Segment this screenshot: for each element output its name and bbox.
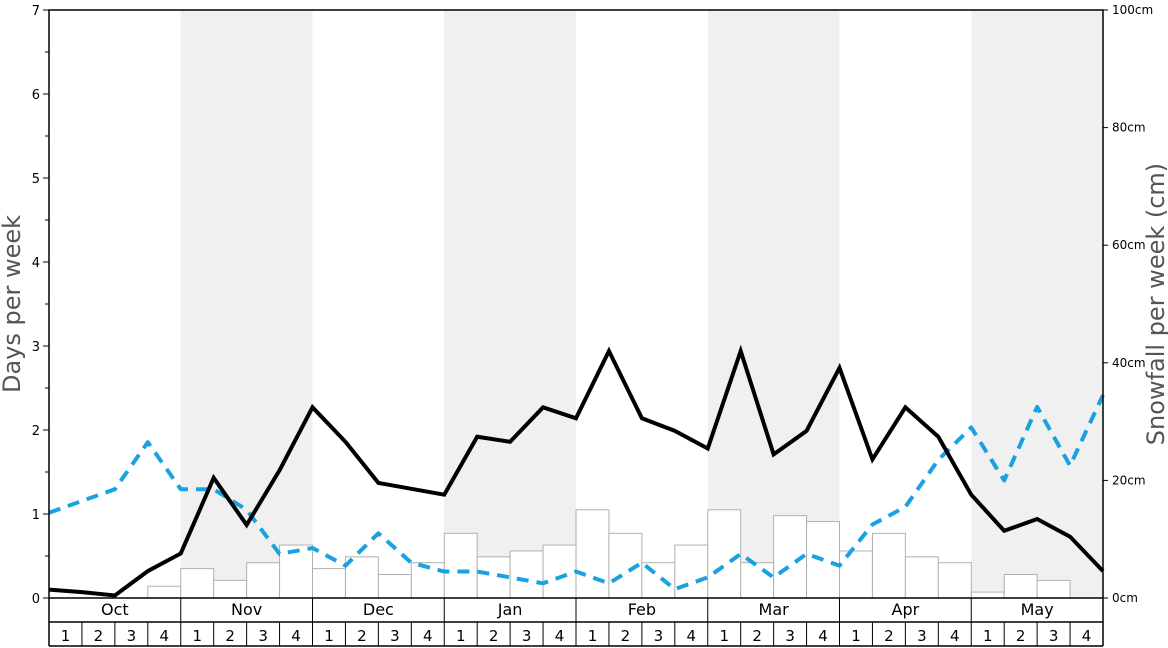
snowfall-bar-4 [147,585,182,599]
month-shade-may [971,10,1103,598]
snowfall-bar-25 [839,550,873,599]
left-tick-label: 7 [32,4,40,19]
days-per-week-line [48,344,1105,598]
month-label-jan: Jan [497,600,523,619]
snowfall-bar-22 [740,562,775,599]
week-label: 4 [160,627,170,645]
snowfall-bar-20 [674,544,709,599]
right-tick-label: 60cm [1112,238,1146,252]
snowfall-bar-7 [246,562,281,599]
snowfall-bar-11 [377,573,412,599]
week-label: 1 [983,627,993,645]
month-label-may: May [1021,600,1054,619]
left-tick-label: 3 [32,340,40,355]
snowfall-bar-16 [542,544,577,599]
week-label: 1 [61,627,71,645]
week-label: 3 [785,627,795,645]
snowfall-bar-27 [904,556,939,599]
month-label-mar: Mar [759,600,790,619]
snowfall-bar-21 [707,509,742,599]
month-label-nov: Nov [231,600,262,619]
week-label: 3 [522,627,532,645]
series-lines [48,344,1105,598]
week-label: 3 [1049,627,1059,645]
right-tick-label: 0cm [1112,591,1138,605]
snowfall-bar-17 [575,509,610,599]
left-axis-title: Days per week [0,215,26,393]
week-label: 1 [456,627,466,645]
week-label: 4 [950,627,960,645]
week-label: 4 [1082,627,1092,645]
week-label: 4 [555,627,565,645]
snowfall-bar-9 [312,568,346,599]
week-label: 4 [291,627,301,645]
right-axis-title: Snowfall per week (cm) [1142,163,1168,445]
week-label: 2 [1016,627,1026,645]
left-tick-label: 6 [32,88,40,103]
right-tick-label: 100cm [1112,3,1153,17]
week-label: 2 [884,627,894,645]
week-label: 2 [752,627,762,645]
snowfall-bar-10 [344,556,379,599]
snowfall-bars [147,509,1071,599]
right-axis: 0cm 20cm 40cm 60cm 80cm 100cm [1103,3,1153,605]
right-tick-label: 40cm [1112,356,1146,370]
week-label: 4 [818,627,828,645]
right-tick-label: 80cm [1112,121,1146,135]
month-shade-jan [444,10,576,598]
week-label: 3 [917,627,927,645]
week-label: 2 [357,627,367,645]
left-tick-label: 1 [32,508,40,523]
month-shade-mar [707,10,840,598]
week-label: 3 [654,627,664,645]
week-label: 1 [192,627,202,645]
left-tick-label: 0 [32,592,40,607]
snowfall-bar-30 [1003,573,1038,599]
snowfall-bar-5 [180,568,215,599]
week-label: 3 [258,627,268,645]
right-tick-label: 20cm [1112,473,1146,487]
month-label-oct: Oct [101,600,129,619]
snowfall-bar-6 [213,579,248,599]
week-label: 4 [423,627,433,645]
week-label: 4 [687,627,697,645]
week-label: 3 [390,627,400,645]
snowfall-bar-26 [871,532,906,599]
week-label: 1 [588,627,598,645]
snowfall-bar-31 [1036,579,1071,599]
x-axis-table: Oct 1 2 3 4 Nov 1 2 3 4 Dec 1 2 3 4 Jan 1 2 3 4 Feb 1 2 3 4 Mar 1 2… [48,598,1104,647]
week-label: 2 [225,627,235,645]
week-label: 1 [324,627,334,645]
snowfall-bar-8 [279,544,313,599]
month-shading [180,10,1103,598]
left-tick-label: 4 [32,256,40,271]
week-label: 1 [719,627,729,645]
left-tick-label: 2 [32,424,40,439]
snowfall-bar-13 [443,532,478,599]
week-label: 2 [489,627,499,645]
snowfall-bar-28 [937,562,972,599]
month-label-feb: Feb [628,600,656,619]
snowfall-bar-15 [509,550,544,599]
left-axis: 0 1 2 3 4 5 6 7 [32,4,49,607]
week-label: 3 [127,627,137,645]
snowfall-bar-29 [970,591,1005,599]
month-label-dec: Dec [363,600,394,619]
left-tick-label: 5 [32,172,40,187]
week-label: 1 [851,627,861,645]
week-label: 2 [621,627,631,645]
week-label: 2 [94,627,104,645]
month-label-apr: Apr [892,600,920,619]
